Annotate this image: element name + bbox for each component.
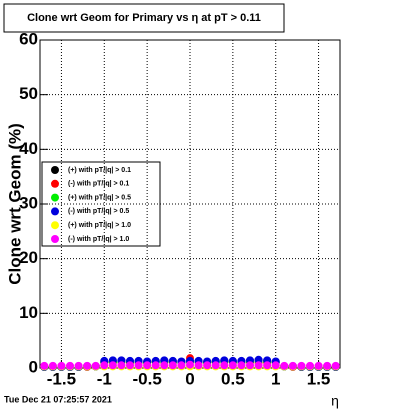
data-point [306,361,314,370]
data-point [194,361,203,370]
data-point [186,360,194,369]
data-point [91,361,100,370]
legend-label: (-) with pT/|q| > 1.0 [68,236,129,243]
x-tick-label: -1 [97,369,112,388]
data-point [254,361,263,370]
legend-label: (+) with pT/|q| > 0.1 [68,167,131,174]
data-point [220,361,229,370]
data-point [168,361,177,370]
legend-marker [51,221,59,230]
x-tick-label: -1.5 [47,369,76,388]
legend-marker [51,166,59,174]
y-tick-label: 0 [29,357,38,376]
data-point [48,361,57,370]
data-point [108,361,117,370]
legend-label: (-) with pT/|q| > 0.1 [68,181,129,188]
y-tick-label: 40 [19,139,38,158]
data-point [211,361,220,370]
legend-marker [51,193,59,202]
data-point [203,361,212,370]
title-box [3,3,285,33]
data-point [100,361,109,370]
data-point [40,361,49,370]
data-point [254,355,263,364]
footer-date: Tue Dec 21 07:25:57 2021 [4,394,112,404]
data-point [160,361,169,370]
x-tick-label: -0.5 [132,369,161,388]
legend-marker [51,207,59,216]
data-point [228,361,237,370]
data-point [271,361,280,370]
data-point [246,361,254,370]
y-tick-label: 50 [19,84,38,103]
y-tick-label: 20 [19,248,38,267]
data-point [143,361,152,370]
legend-marker [51,179,59,188]
legend-marker [51,235,59,243]
data-point [126,361,134,370]
legend-label: (+) with pT/|q| > 1.0 [68,222,131,229]
x-tick-label: 0 [185,369,194,388]
data-point [134,361,143,370]
data-point [74,361,83,370]
data-point [117,361,126,370]
data-point [288,361,297,370]
x-axis-label: η [331,393,339,409]
y-tick-label: 10 [19,303,38,322]
y-tick-label: 30 [19,193,38,212]
data-point [151,361,160,370]
data-point [263,361,272,370]
data-point [66,361,74,370]
x-tick-label: 1 [271,369,280,388]
data-point [177,361,186,370]
data-point [314,361,323,370]
x-tick-label: 0.5 [221,369,245,388]
data-point [83,361,92,370]
data-point [237,361,246,370]
data-point [331,361,340,370]
legend-label: (+) with pT/|q| > 0.5 [68,194,131,201]
y-tick-label: 60 [19,29,38,48]
data-point [57,361,66,370]
data-point [297,361,306,370]
legend-label: (-) with pT/|q| > 0.5 [68,208,129,215]
x-tick-label: 1.5 [307,369,331,388]
data-point [280,361,289,370]
y-axis-label: Clone wrt Geom (%) [5,123,24,285]
chart-title: Clone wrt Geom for Primary vs η at pT > … [27,12,261,24]
data-point [323,361,332,370]
